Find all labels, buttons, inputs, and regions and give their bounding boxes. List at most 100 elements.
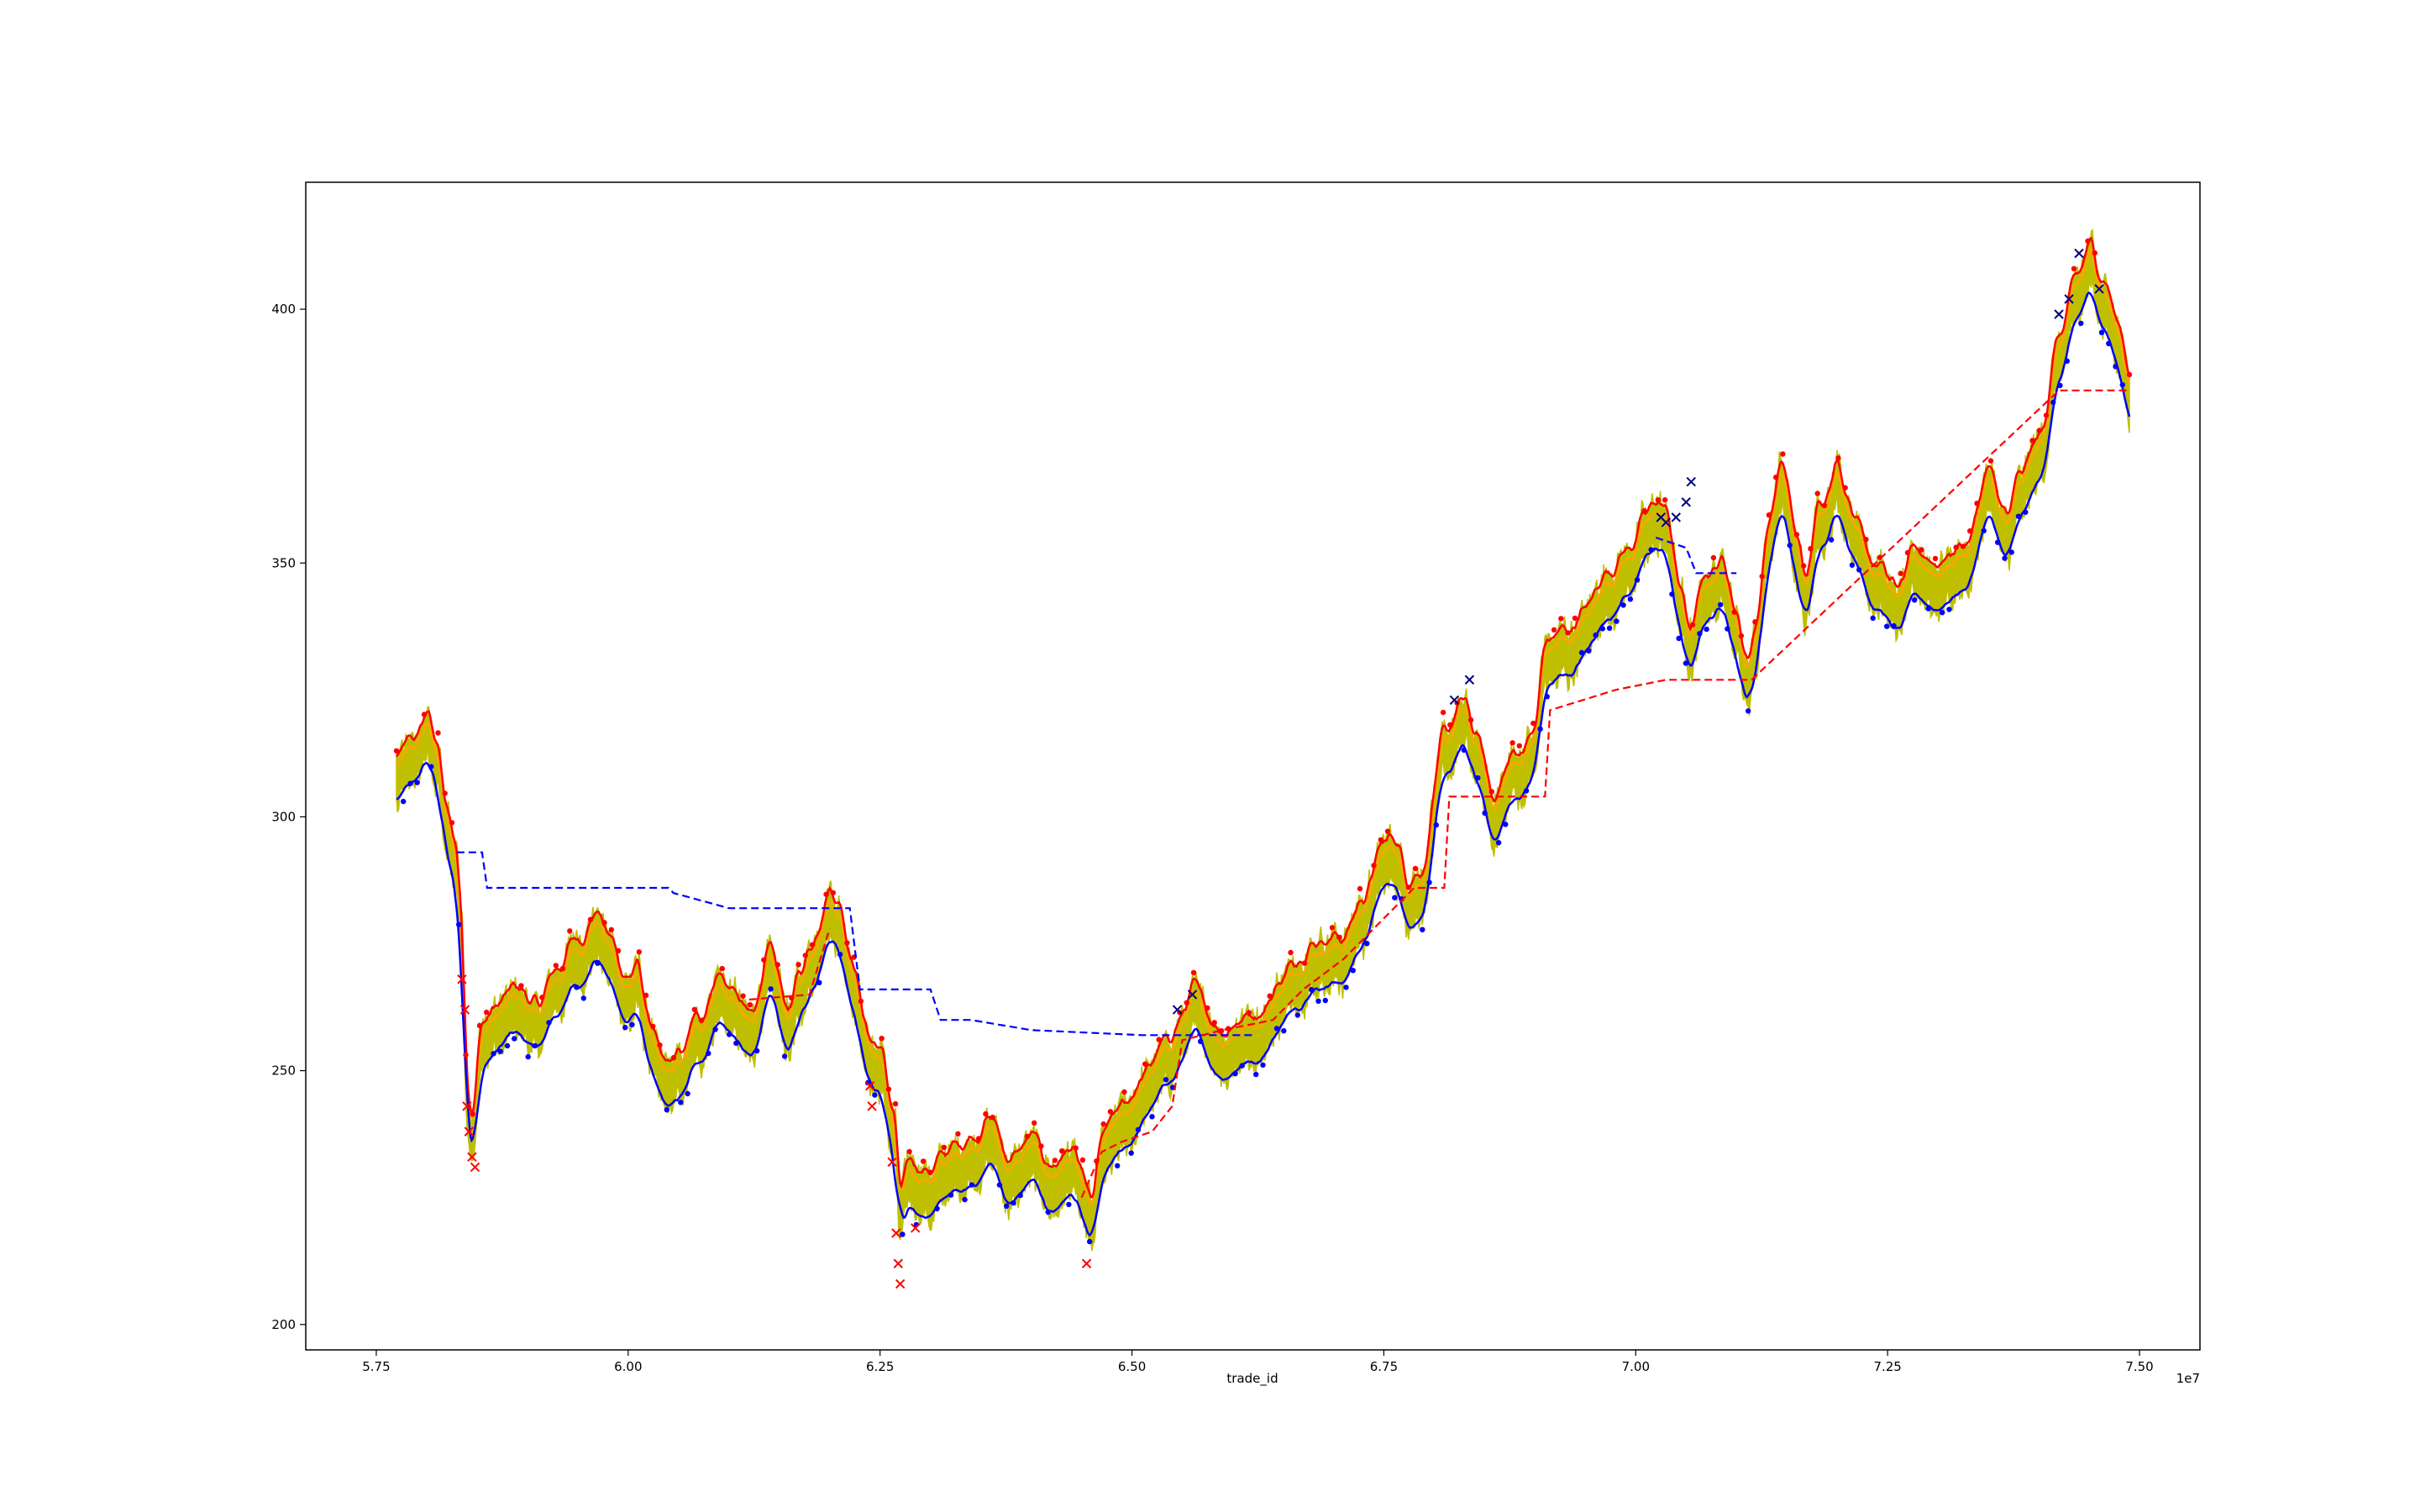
blue-dot-marker — [962, 1196, 968, 1203]
red-dot-marker — [1766, 512, 1772, 518]
x-tick-label: 6.25 — [866, 1359, 894, 1374]
red-x-marker — [891, 1228, 901, 1238]
red-dot-marker — [608, 927, 614, 933]
red-dot-marker — [1904, 549, 1911, 556]
blue-dot-marker — [664, 1107, 669, 1113]
blue-dot-marker — [768, 986, 774, 992]
red-dot-marker — [1190, 969, 1197, 976]
blue-dot-marker — [1697, 631, 1703, 637]
blue-dot-marker — [1912, 597, 1918, 603]
red-dot-marker — [809, 942, 816, 948]
blue-dot-marker — [1392, 895, 1398, 900]
red-step-dashed — [1080, 389, 2129, 1199]
red-x-marker — [864, 1081, 875, 1091]
blue-dot-marker — [1343, 984, 1349, 990]
blue-dot-marker — [1925, 606, 1931, 612]
x-tick-label: 6.75 — [1370, 1359, 1398, 1374]
red-dot-marker — [823, 891, 829, 897]
red-x-marker — [895, 1278, 906, 1289]
red-dot-marker — [761, 957, 767, 963]
blue-dot-marker — [546, 1020, 552, 1026]
red-dot-marker — [2043, 412, 2050, 418]
red-dot-marker — [975, 1136, 982, 1142]
red-dot-marker — [476, 1022, 483, 1029]
blue-dot-marker — [1676, 635, 1682, 642]
red-dot-marker — [1024, 1133, 1031, 1140]
red-dot-marker — [1662, 496, 1668, 503]
blue-dot-marker — [525, 1053, 531, 1060]
red-dot-marker — [1405, 885, 1412, 890]
blue-x-marker — [2054, 309, 2064, 319]
red-x-marker — [464, 1126, 475, 1137]
blue-dot-marker — [1149, 1114, 1155, 1120]
blue-dot-marker — [934, 1205, 940, 1212]
red-dot-marker — [1898, 570, 1903, 576]
red-dot-marker — [1052, 1158, 1058, 1163]
blue-x-marker — [2064, 294, 2074, 304]
blue-dot-marker — [1593, 632, 1599, 638]
lower-line — [396, 291, 2131, 1237]
x-tick-label: 7.00 — [1622, 1359, 1650, 1374]
x-axis-offset-text: 1e7 — [2176, 1371, 2200, 1386]
blue-dot-marker — [1634, 577, 1641, 583]
blue-dot-marker — [491, 1051, 496, 1057]
blue-dot-marker — [1322, 997, 1329, 1004]
red-dot-marker — [1814, 491, 1820, 496]
red-x-marker — [457, 974, 467, 984]
red-dot-marker — [691, 1006, 697, 1013]
red-dot-marker — [1447, 722, 1453, 728]
blue-dot-marker — [1475, 774, 1481, 781]
red-dot-marker — [1246, 1010, 1252, 1016]
blue-dot-marker — [1163, 1077, 1169, 1083]
red-dot-marker — [1808, 546, 1814, 552]
red-dot-marker — [1710, 554, 1717, 561]
red-dot-marker — [1038, 1143, 1044, 1149]
red-dot-marker — [1073, 1145, 1079, 1151]
red-dot-marker — [740, 993, 746, 999]
blue-dot-marker — [733, 1040, 739, 1047]
blue-dot-marker — [1066, 1201, 1072, 1208]
red-dot-marker — [1801, 563, 1807, 569]
blue-dot-marker — [1586, 648, 1592, 654]
red-dot-marker — [1689, 622, 1696, 628]
red-dot-marker — [2126, 371, 2133, 378]
blue-dot-marker — [2050, 399, 2056, 406]
red-x-marker — [1081, 1258, 1092, 1268]
red-dot-marker — [795, 962, 801, 968]
red-dot-marker — [442, 790, 448, 796]
red-dot-marker — [1759, 573, 1765, 580]
red-dot-marker — [2071, 265, 2077, 271]
red-dot-marker — [1842, 485, 1848, 491]
red-dot-marker — [1440, 709, 1446, 716]
red-dot-marker — [1641, 508, 1647, 514]
red-dot-marker — [518, 983, 524, 989]
blue-dot-marker — [872, 1092, 878, 1098]
red-dot-marker — [1516, 743, 1523, 749]
blue-dot-marker — [2098, 329, 2105, 335]
red-dot-marker — [650, 1023, 656, 1030]
red-dot-marker — [435, 730, 441, 736]
red-dot-marker — [1835, 455, 1841, 461]
blue-dot-marker — [1856, 567, 1862, 573]
blue-step-dashed — [456, 851, 1253, 1037]
red-dot-marker — [1509, 740, 1515, 746]
red-dot-marker — [2029, 438, 2035, 444]
blue-x-marker — [1187, 990, 1198, 1000]
red-dot-marker — [1932, 555, 1939, 562]
red-dot-marker — [1107, 1109, 1114, 1115]
blue-dot-marker — [2064, 358, 2070, 364]
blue-dot-marker — [706, 1050, 711, 1057]
x-axis-label: trade_id — [1226, 1371, 1278, 1387]
blue-dot-marker — [504, 1042, 511, 1049]
blue-dot-marker — [1482, 810, 1488, 816]
blue-dot-marker — [401, 798, 407, 805]
blue-dot-marker — [712, 1026, 718, 1032]
red-dot-marker — [1752, 619, 1758, 625]
red-dot-marker — [470, 1111, 475, 1117]
blue-dot-marker — [1433, 822, 1440, 828]
blue-dot-marker — [1426, 879, 1432, 885]
red-x-marker — [459, 1005, 470, 1015]
red-dot-marker — [1156, 1037, 1162, 1042]
blue-dot-marker — [1620, 602, 1626, 608]
red-dot-marker — [1357, 885, 1363, 892]
